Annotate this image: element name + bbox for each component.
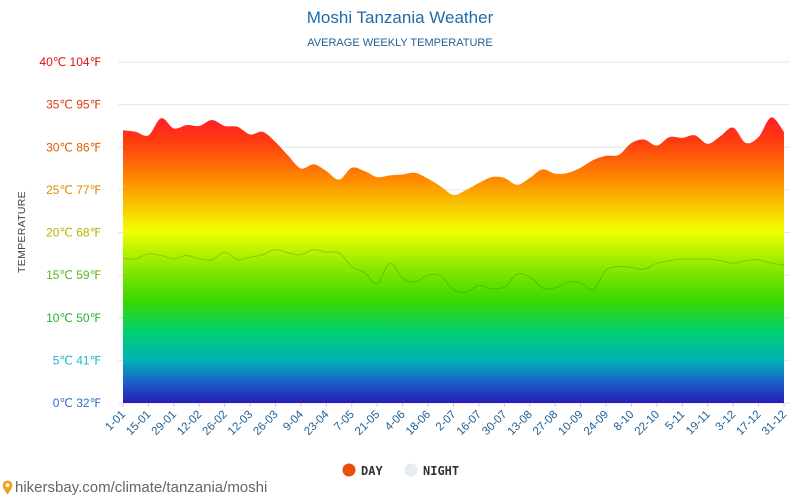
y-tick-label: 15℃ 59℉ [46,268,101,282]
x-tick-label: 29-01 [150,409,179,438]
y-tick-label: 5℃ 41℉ [53,353,101,367]
plot-area [122,117,785,403]
x-tick-label: 26-02 [201,409,230,438]
series-night-line [122,249,785,293]
y-tick-label: 35℃ 95℉ [46,98,101,112]
x-tick-label: 24-09 [582,409,611,438]
x-tick-label: 26-03 [251,409,280,438]
x-tick-label: 18-06 [404,409,433,438]
x-tick-label: 27-08 [531,409,560,438]
legend-day-marker [342,463,356,477]
legend-night-marker [404,463,418,477]
map-pin-icon [2,480,13,495]
y-tick-label: 20℃ 68℉ [46,226,101,240]
x-tick-label: 21-05 [353,409,382,438]
legend-night-label: NIGHT [423,464,459,478]
x-tick-label: 19-11 [684,409,713,438]
x-tick-label: 22-10 [633,409,662,438]
x-tick-label: 12-03 [226,409,255,438]
chart-title: Moshi Tanzania Weather [307,8,494,27]
x-tick-label: 13-08 [506,409,535,438]
x-tick-label: 23-04 [302,408,332,438]
y-tick-label: 30℃ 86℉ [46,140,101,154]
x-tick-label: 10-09 [556,409,585,438]
y-tick-label: 10℃ 50℉ [46,311,101,325]
y-axis-label: TEMPERATURE [16,191,28,273]
x-tick-label: 17-12 [734,409,763,438]
chart-subtitle: AVERAGE WEEKLY TEMPERATURE [307,37,492,49]
x-tick-label: 15-01 [124,409,153,438]
x-tick-label: 12-02 [175,409,204,438]
x-tick-label: 16-07 [455,409,484,438]
y-tick-label: 0℃ 32℉ [53,396,101,410]
y-tick-labels: 0℃ 32℉ 5℃ 41℉ 10℃ 50℉ 15℃ 59℉ 20℃ 68℉ 25℃ 77℉… [39,55,101,410]
source-attribution[interactable]: hikersbay.com/climate/tanzania/moshi [2,479,267,496]
series-night-area [123,249,784,403]
y-tick-label: 40℃ 104℉ [39,55,101,69]
y-tick-label: 25℃ 77℉ [46,183,101,197]
x-tick-label: 30-07 [480,409,509,438]
x-tick-label: 31-12 [760,409,789,438]
source-link[interactable]: hikersbay.com/climate/tanzania/moshi [15,479,268,496]
legend: DAY NIGHT [342,463,459,478]
legend-day-label: DAY [361,464,383,478]
